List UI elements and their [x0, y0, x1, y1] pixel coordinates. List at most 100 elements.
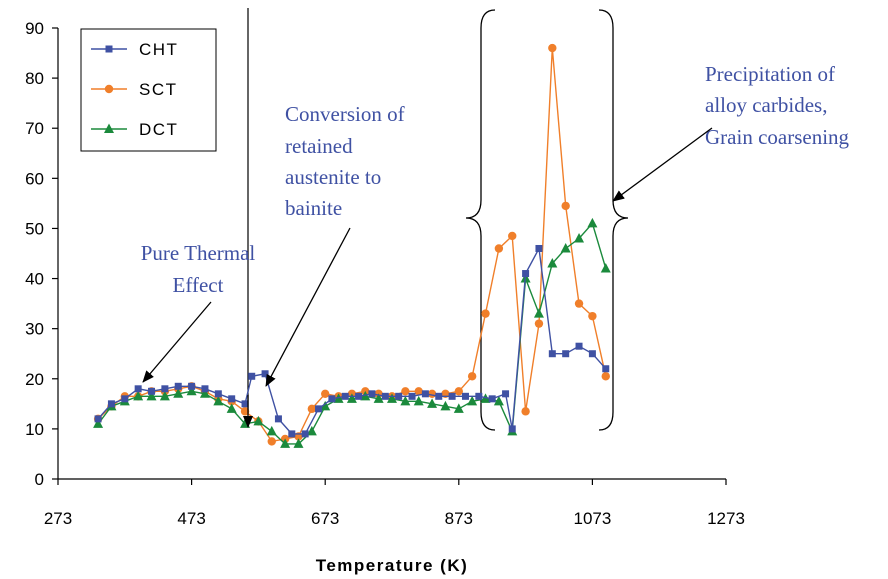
data-point — [548, 43, 557, 53]
annotation-conversion: Conversion of retained austenite to bain… — [265, 102, 405, 387]
data-point — [521, 407, 530, 416]
data-point — [373, 393, 384, 403]
series-layer — [93, 43, 611, 448]
data-point — [266, 425, 277, 436]
data-point — [368, 390, 376, 398]
legend-marker — [105, 45, 113, 53]
data-point — [453, 403, 464, 413]
data-point — [467, 372, 477, 381]
annotation-pure-thermal: Pure Thermal Effect — [141, 241, 255, 383]
x-ticks: 273 473 673 873 1073 1273 — [44, 479, 745, 528]
data-point — [535, 244, 543, 252]
x-tick-label: 273 — [44, 509, 72, 528]
data-point — [133, 390, 144, 401]
legend-marker — [104, 84, 114, 94]
data-point — [421, 390, 429, 398]
legend-item-sct: SCT — [91, 80, 178, 99]
data-point — [213, 395, 224, 406]
data-point — [562, 350, 570, 358]
data-point — [274, 415, 282, 423]
data-point — [387, 393, 397, 403]
data-point — [508, 425, 516, 433]
y-tick-label: 40 — [25, 270, 44, 289]
y-tick-label: 80 — [25, 69, 44, 88]
data-point — [226, 403, 237, 413]
data-point — [461, 392, 469, 400]
data-point — [321, 389, 330, 399]
y-tick-label: 90 — [25, 19, 44, 38]
data-point — [467, 395, 478, 406]
data-point — [341, 392, 349, 400]
data-point — [600, 263, 611, 273]
data-point — [395, 392, 403, 400]
y-tick-label: 0 — [35, 470, 44, 489]
data-point — [293, 438, 304, 448]
legend-label: CHT — [139, 40, 178, 59]
data-point — [307, 404, 317, 414]
annotation-precipitation-line1: Precipitation of — [705, 62, 835, 86]
data-point — [288, 430, 296, 438]
data-point — [240, 407, 250, 416]
series-cht — [94, 244, 610, 438]
data-point — [602, 365, 610, 373]
data-point — [201, 385, 209, 393]
data-point — [574, 299, 584, 308]
legend-label: DCT — [139, 120, 178, 139]
annotation-precipitation-arrow — [612, 127, 713, 202]
y-tick-label: 60 — [25, 169, 44, 188]
data-point — [280, 438, 291, 448]
data-point — [161, 385, 169, 393]
data-point — [587, 217, 598, 228]
x-tick-label: 873 — [445, 509, 473, 528]
data-point — [381, 392, 389, 400]
data-point — [560, 242, 571, 253]
annotation-conversion-line1: Conversion of — [285, 102, 405, 126]
y-tick-label: 10 — [25, 420, 44, 439]
series-line — [97, 246, 607, 435]
data-point — [601, 372, 610, 381]
data-point — [494, 244, 504, 253]
y-tick-label: 50 — [25, 219, 44, 238]
axes — [57, 28, 726, 480]
data-point — [435, 392, 443, 400]
data-point — [159, 390, 170, 401]
x-tick-label: 1073 — [573, 509, 611, 528]
data-point — [408, 392, 416, 400]
data-point — [134, 385, 142, 393]
data-point — [315, 405, 323, 413]
data-point — [493, 395, 504, 406]
data-point — [574, 232, 585, 243]
legend-item-cht: CHT — [91, 40, 178, 59]
y-ticks: 0 10 20 30 40 50 60 70 80 90 — [25, 19, 58, 489]
data-point — [107, 400, 115, 408]
annotation-conversion-line2: retained — [285, 134, 353, 158]
data-point — [93, 418, 104, 428]
data-point — [214, 390, 222, 398]
data-point — [448, 392, 456, 400]
annotation-precipitation-line3: Grain coarsening — [705, 125, 850, 149]
data-point — [488, 395, 496, 403]
data-point — [228, 395, 236, 403]
data-point — [502, 390, 510, 398]
data-point — [575, 342, 583, 350]
data-point — [186, 385, 197, 396]
annotation-pure-thermal-line2: Effect — [173, 273, 224, 297]
legend: CHT SCT DCT — [80, 28, 217, 152]
data-point — [508, 231, 517, 241]
y-tick-label: 70 — [25, 119, 44, 138]
y-tick-label: 20 — [25, 370, 44, 389]
data-point — [481, 309, 490, 318]
data-point — [94, 415, 102, 423]
data-point — [533, 308, 544, 318]
data-point — [427, 398, 438, 408]
legend-label: SCT — [139, 80, 178, 99]
right-brace — [598, 9, 629, 431]
data-point — [261, 370, 269, 378]
data-point — [173, 388, 184, 398]
legend-marker — [104, 123, 114, 133]
data-point — [241, 400, 249, 408]
data-point — [199, 388, 210, 398]
data-point — [475, 392, 483, 400]
data-point — [588, 350, 596, 358]
